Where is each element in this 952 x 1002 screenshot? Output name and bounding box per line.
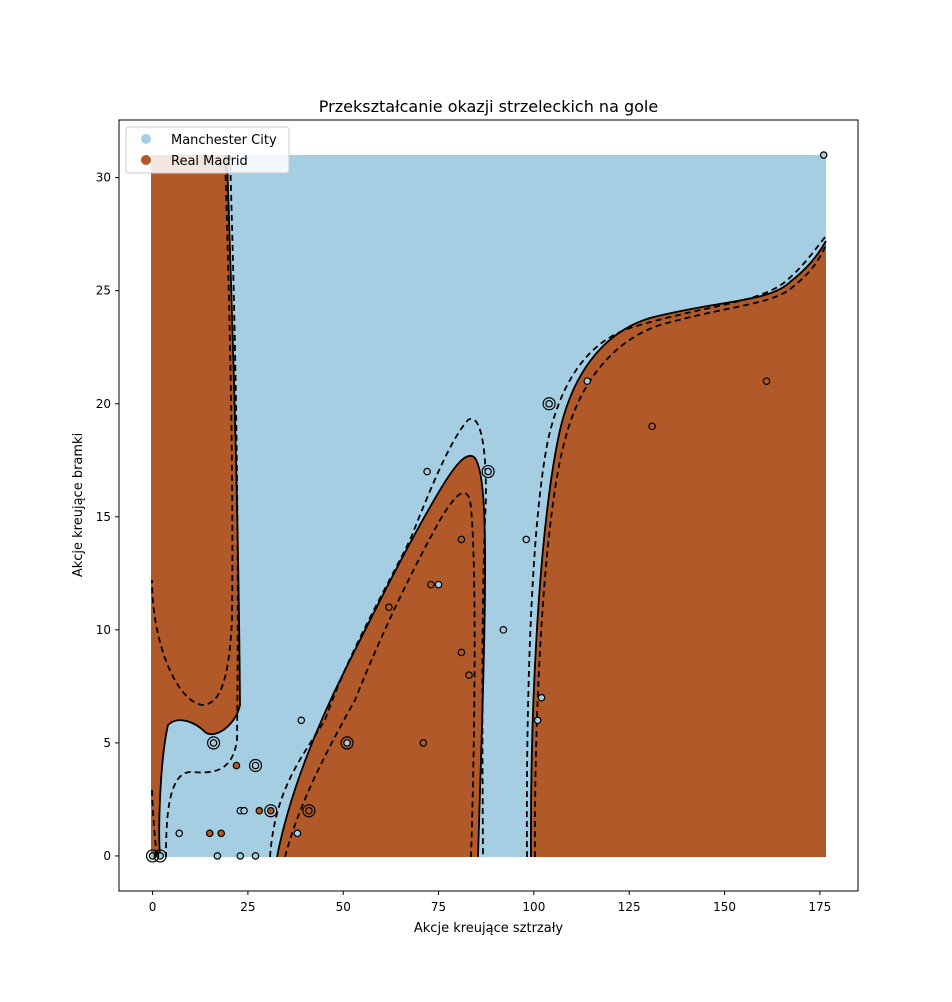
y-tick-label: 0 bbox=[103, 849, 111, 863]
x-axis-ticks: 0 25 50 75 100 125 150 175 bbox=[149, 891, 831, 914]
point-manchester-city bbox=[343, 739, 351, 747]
x-tick-label: 125 bbox=[618, 900, 641, 914]
point-manchester-city bbox=[251, 852, 260, 860]
point-manchester-city bbox=[240, 806, 248, 815]
point-manchester-city bbox=[545, 399, 553, 408]
y-tick-label: 25 bbox=[96, 284, 111, 298]
point-real-madrid bbox=[648, 422, 656, 431]
support-vector-ring bbox=[153, 849, 167, 863]
point-manchester-city bbox=[484, 467, 492, 476]
decision-boundary bbox=[158, 154, 827, 858]
point-manchester-city bbox=[533, 716, 542, 725]
point-real-madrid bbox=[427, 580, 435, 589]
point-manchester-city bbox=[251, 761, 260, 770]
legend-label-real-madrid: Real Madrid bbox=[171, 154, 248, 169]
point-manchester-city bbox=[175, 829, 184, 838]
support-vector-ring bbox=[145, 849, 160, 863]
point-real-madrid bbox=[465, 671, 473, 679]
point-real-madrid bbox=[232, 761, 241, 770]
support-vector-ring bbox=[340, 736, 354, 750]
point-manchester-city bbox=[209, 739, 218, 747]
boundary-solid-right bbox=[530, 240, 827, 858]
margin-middle-outer bbox=[269, 418, 487, 858]
region-real-madrid-left bbox=[151, 155, 240, 857]
x-tick-label: 150 bbox=[713, 900, 736, 914]
y-tick-label: 15 bbox=[96, 510, 111, 524]
point-manchester-city bbox=[583, 377, 592, 385]
x-tick-label: 0 bbox=[149, 900, 157, 914]
point-manchester-city bbox=[522, 535, 531, 544]
margin-left-outer bbox=[165, 154, 239, 858]
point-real-madrid bbox=[385, 603, 393, 612]
y-tick-label: 30 bbox=[96, 171, 111, 185]
support-vectors bbox=[145, 397, 556, 863]
y-tick-label: 5 bbox=[103, 736, 111, 750]
support-vector-ring bbox=[481, 464, 495, 479]
y-tick-label: 10 bbox=[96, 623, 111, 637]
legend-marker-manchester-city bbox=[141, 134, 151, 144]
point-real-madrid bbox=[762, 377, 771, 385]
legend-box bbox=[125, 126, 290, 174]
decision-region bbox=[151, 155, 826, 857]
point-manchester-city bbox=[537, 693, 546, 702]
point-manchester-city bbox=[499, 626, 508, 634]
point-manchester-city bbox=[213, 852, 222, 860]
x-tick-label: 25 bbox=[240, 900, 255, 914]
margin-lines bbox=[151, 154, 827, 858]
point-manchester-city bbox=[819, 151, 828, 159]
axes-frame bbox=[118, 119, 859, 892]
point-real-madrid bbox=[255, 806, 264, 815]
support-vector-ring bbox=[206, 736, 221, 750]
boundary-solid-middle bbox=[276, 455, 487, 858]
point-real-madrid bbox=[217, 829, 225, 838]
support-vector-ring bbox=[264, 804, 278, 818]
margin-middle-inner bbox=[284, 492, 476, 858]
point-real-madrid bbox=[266, 806, 275, 815]
x-tick-label: 175 bbox=[808, 900, 831, 914]
x-axis-label: Akcje kreujące sztrzały bbox=[414, 921, 564, 936]
x-tick-label: 75 bbox=[431, 900, 446, 914]
boundary-solid-left bbox=[158, 154, 241, 858]
point-real-madrid bbox=[457, 648, 466, 657]
point-manchester-city bbox=[236, 852, 245, 860]
support-vector-ring bbox=[302, 804, 316, 818]
support-vector-ring bbox=[248, 758, 263, 773]
legend-label-manchester-city: Manchester City bbox=[171, 133, 277, 148]
point-real-madrid bbox=[205, 829, 214, 838]
point-manchester-city bbox=[293, 829, 302, 838]
margin-left-inner bbox=[151, 154, 234, 706]
margin-right-inner bbox=[534, 244, 827, 858]
y-axis-label: Akcje kreujące bramki bbox=[71, 433, 86, 577]
point-real-madrid bbox=[457, 535, 466, 544]
region-real-madrid-right bbox=[530, 241, 826, 857]
support-vector-ring bbox=[542, 397, 556, 411]
point-real-madrid bbox=[419, 739, 428, 747]
region-real-madrid-middle bbox=[277, 455, 486, 857]
chart-title: Przekształcanie okazji strzeleckich na g… bbox=[319, 97, 658, 116]
margin-right-outer bbox=[525, 235, 827, 858]
point-manchester-city bbox=[434, 580, 443, 589]
point-manchester-city bbox=[423, 467, 431, 476]
point-real-madrid bbox=[305, 806, 313, 815]
y-tick-label: 20 bbox=[96, 397, 111, 411]
x-tick-label: 100 bbox=[522, 900, 545, 914]
y-axis-ticks: 0 5 10 15 20 25 30 bbox=[96, 171, 119, 863]
scatter-points bbox=[148, 151, 828, 860]
legend: Manchester City Real Madrid bbox=[125, 126, 290, 174]
x-tick-label: 50 bbox=[336, 900, 351, 914]
point-manchester-city bbox=[297, 716, 306, 725]
legend-marker-real-madrid bbox=[141, 155, 151, 165]
